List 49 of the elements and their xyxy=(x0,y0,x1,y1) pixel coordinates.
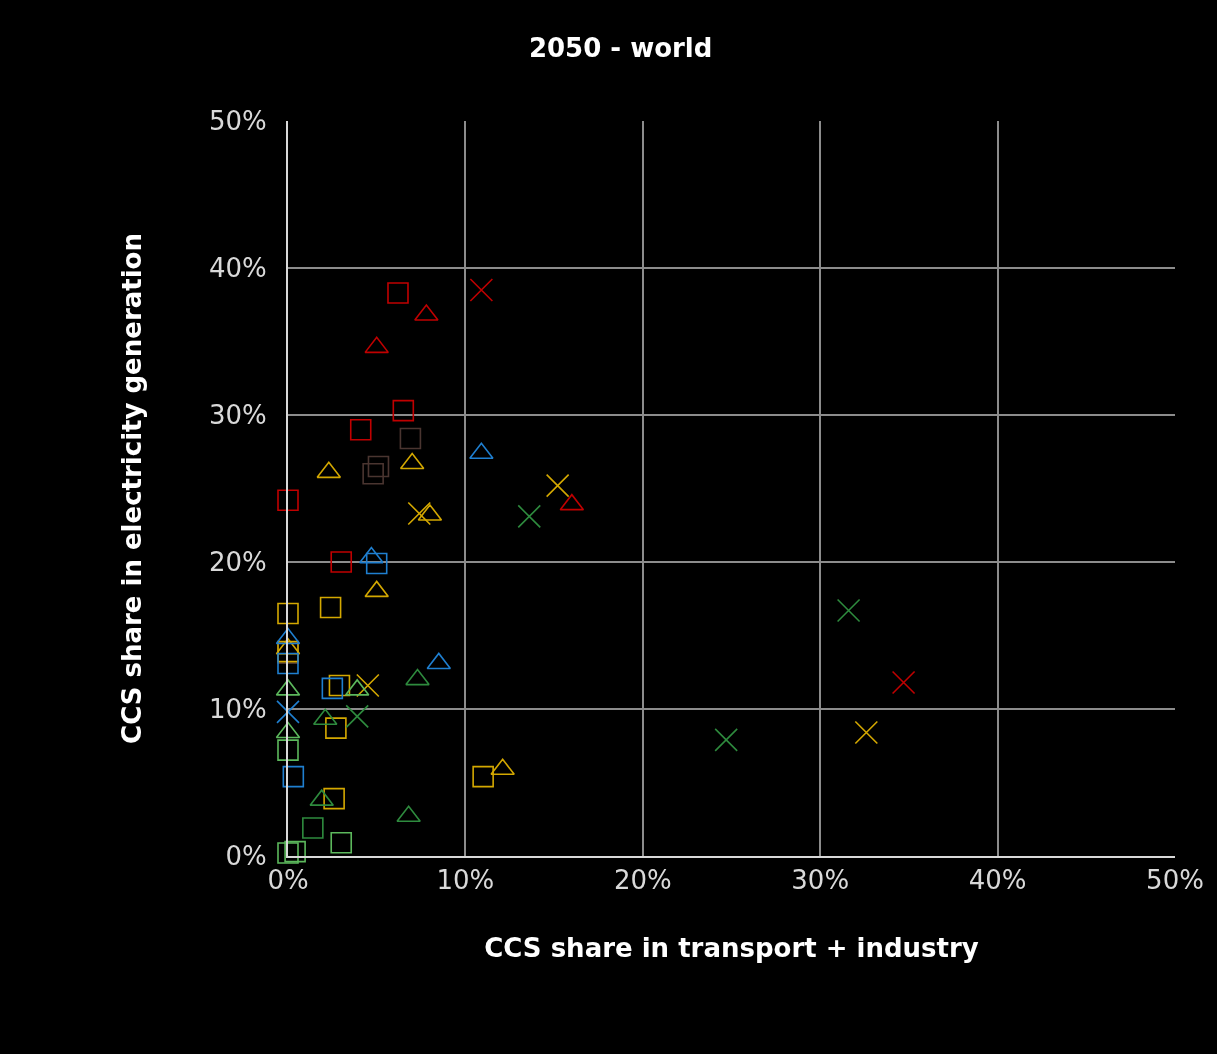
y-tick-label: 10% xyxy=(209,694,267,725)
point xyxy=(321,677,344,700)
y-tick-label: 30% xyxy=(209,400,267,431)
y-tick-label: 40% xyxy=(209,253,267,284)
point xyxy=(302,817,324,839)
point xyxy=(469,278,494,302)
point xyxy=(330,551,353,573)
x-axis-title: CCS share in transport + industry xyxy=(484,933,979,964)
point xyxy=(367,455,390,478)
x-tick-label: 50% xyxy=(1146,865,1204,896)
point xyxy=(325,717,347,739)
point xyxy=(277,842,299,864)
point xyxy=(472,765,494,788)
x-tick-label: 10% xyxy=(436,865,495,896)
y-tick-label: 50% xyxy=(209,106,267,137)
point xyxy=(387,282,409,304)
point xyxy=(284,840,306,863)
point xyxy=(345,704,369,729)
point xyxy=(277,489,299,512)
point xyxy=(891,670,916,695)
point xyxy=(392,399,415,422)
point xyxy=(517,504,542,529)
y-tick-label: 20% xyxy=(209,547,267,578)
point xyxy=(545,473,570,498)
point xyxy=(319,596,342,619)
point xyxy=(362,463,384,485)
point xyxy=(407,501,432,526)
point xyxy=(836,598,861,623)
point xyxy=(365,552,388,575)
point xyxy=(399,427,422,450)
point xyxy=(714,728,738,752)
y-axis-title: CCS share in electricity generation xyxy=(116,233,147,744)
point xyxy=(276,700,300,724)
point xyxy=(277,602,299,625)
point xyxy=(277,652,299,675)
x-tick-label: 20% xyxy=(613,865,672,896)
x-tick-label: 30% xyxy=(791,865,850,896)
point xyxy=(323,787,345,810)
x-tick-label: 40% xyxy=(968,865,1027,896)
point xyxy=(328,674,351,697)
x-tick-label: 0% xyxy=(267,865,309,896)
y-tick-label: 0% xyxy=(225,841,267,872)
point xyxy=(356,673,380,698)
point xyxy=(330,831,353,854)
chart-title: 2050 - world xyxy=(528,32,713,63)
point xyxy=(349,418,372,441)
point xyxy=(854,720,879,745)
point xyxy=(277,739,299,761)
point xyxy=(282,765,305,788)
